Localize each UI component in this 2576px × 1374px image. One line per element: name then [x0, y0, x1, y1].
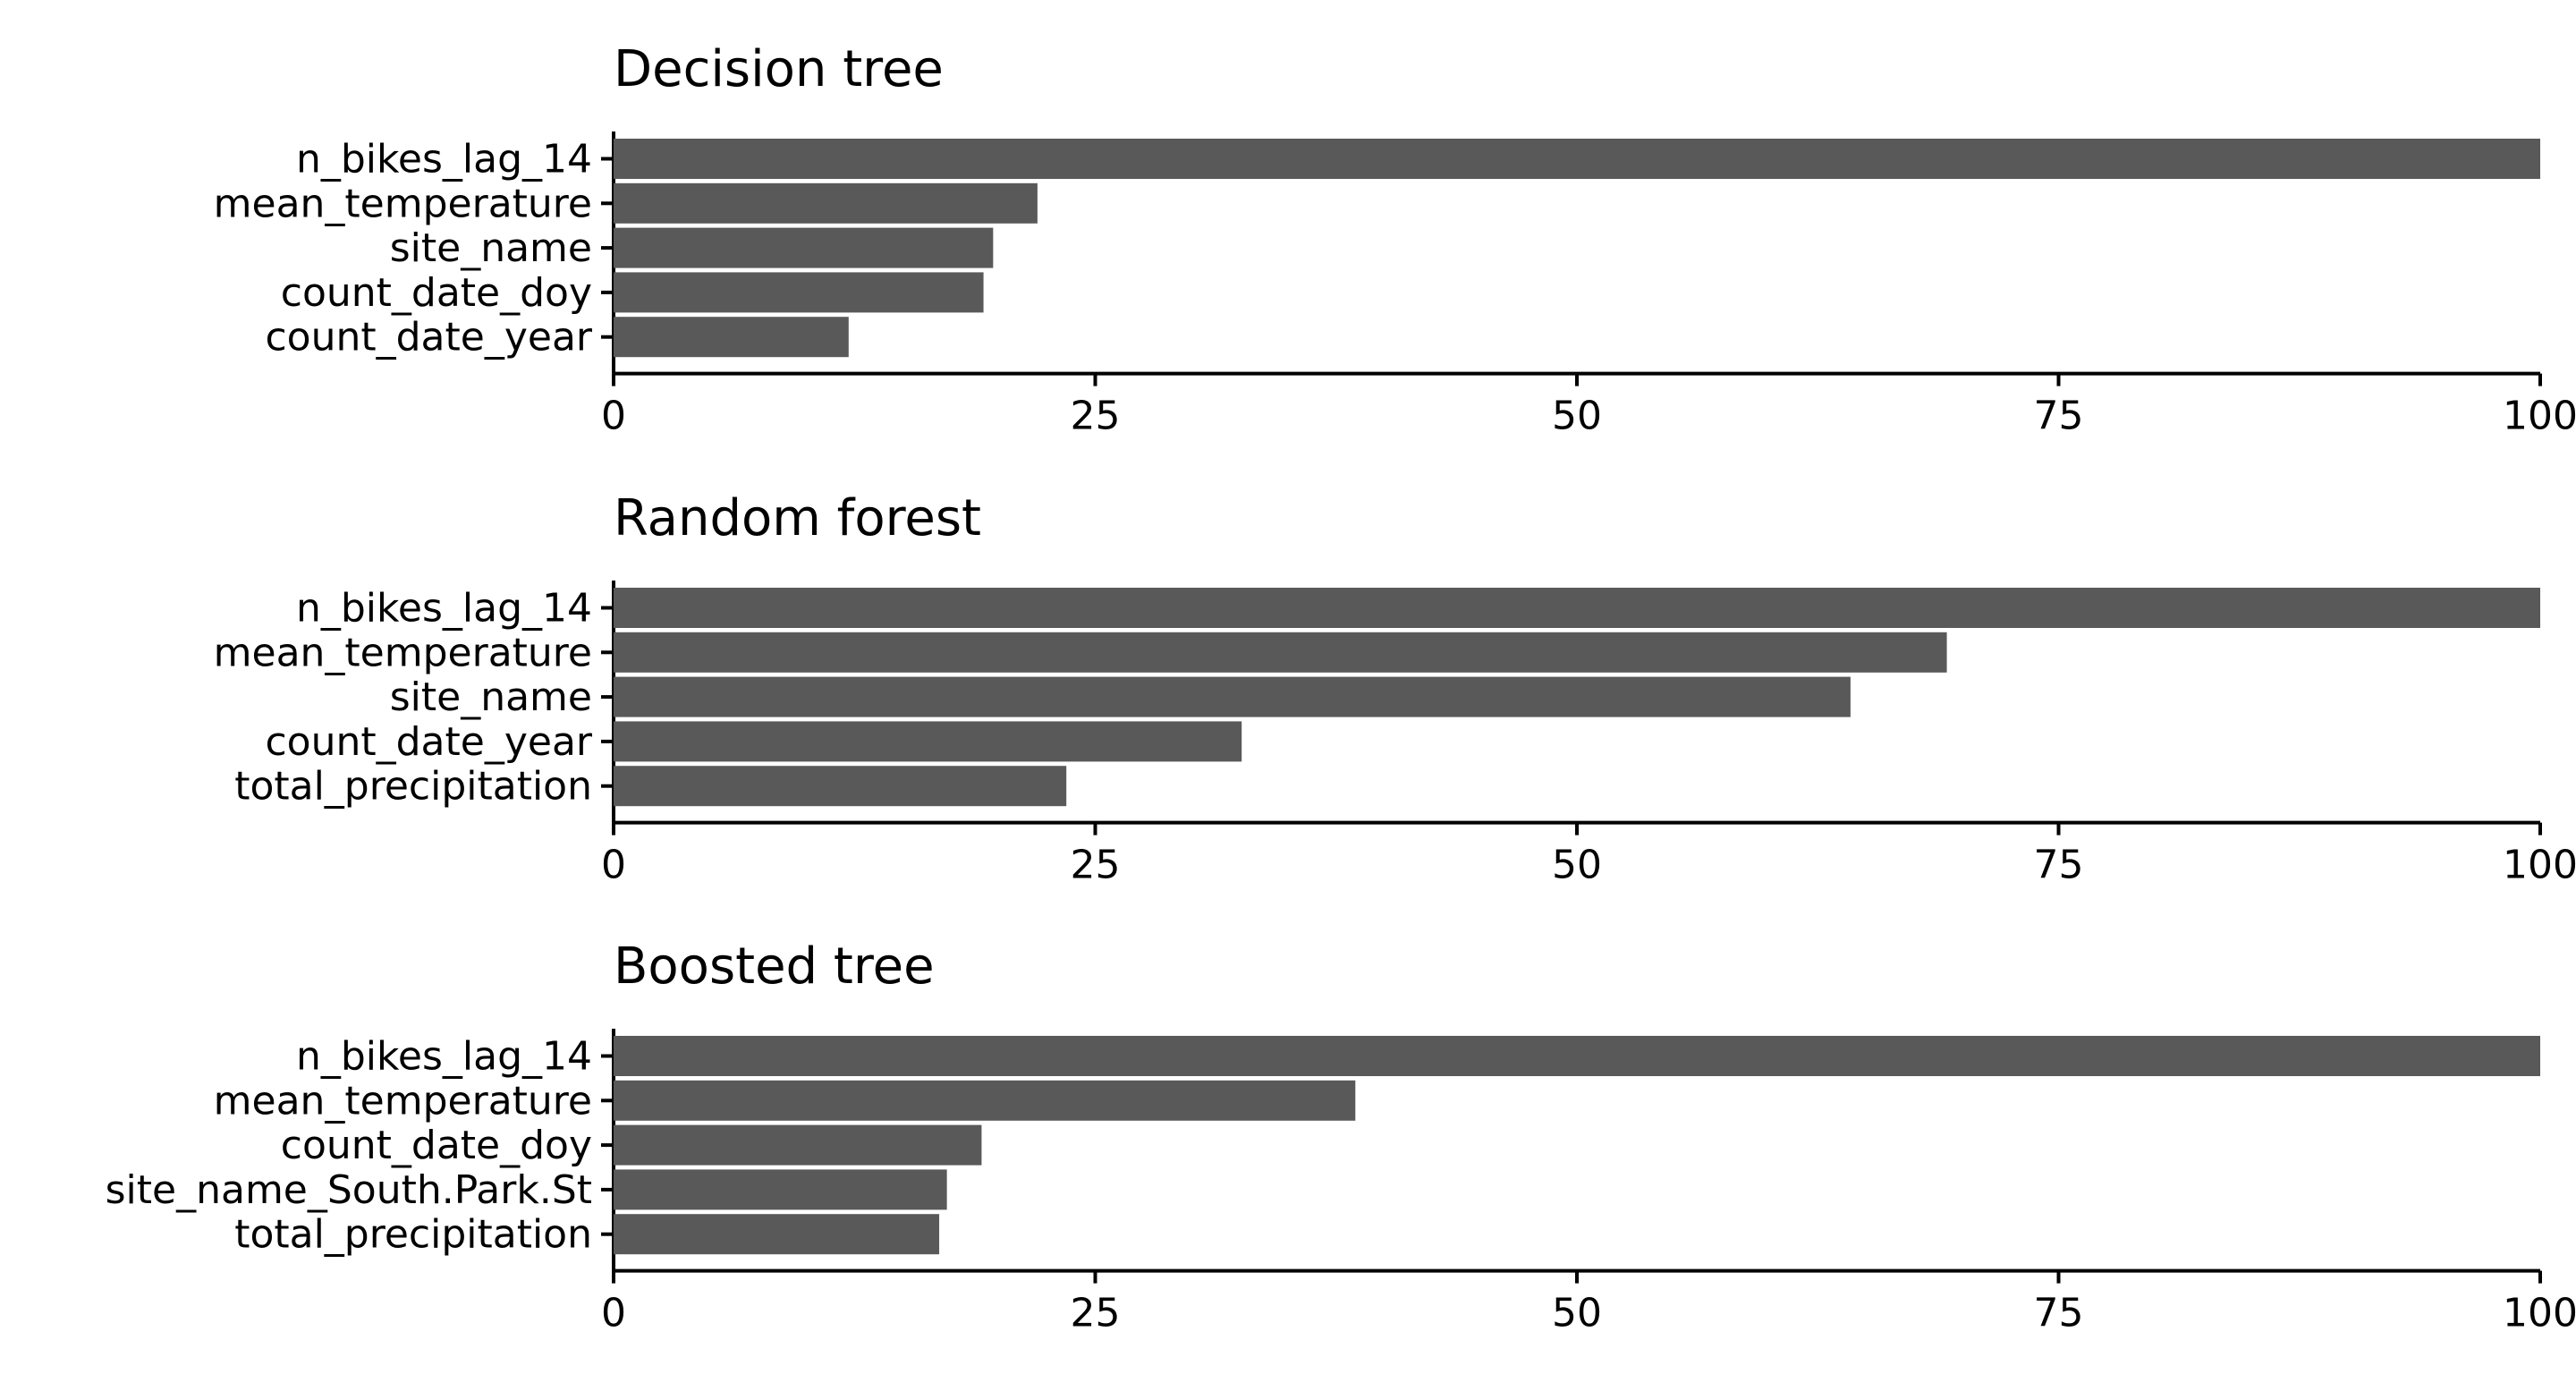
- panel-title: Random forest: [614, 489, 981, 547]
- x-tick-label: 50: [1552, 1291, 1602, 1336]
- category-label: count_date_year: [265, 719, 592, 765]
- category-label: count_date_doy: [281, 270, 592, 316]
- x-tick-label: 0: [601, 843, 626, 888]
- x-tick-label: 75: [2034, 394, 2084, 439]
- panel-3: Boosted tree n_bikes_lag_14mean_temperatu…: [106, 937, 2576, 1336]
- bar-count_date_doy: [614, 1124, 982, 1166]
- category-label: total_precipitation: [234, 764, 592, 810]
- category-label: count_date_year: [265, 315, 592, 360]
- bar-site_name: [614, 227, 994, 268]
- panel-1: Decision tree n_bikes_lag_14mean_temperat…: [214, 40, 2576, 439]
- category-label: mean_temperature: [214, 630, 592, 675]
- category-label: n_bikes_lag_14: [296, 137, 592, 182]
- category-label: site_name: [390, 674, 592, 720]
- bar-count_date_year: [614, 317, 849, 358]
- x-tick-label: 75: [2034, 1291, 2084, 1336]
- x-tick-label: 0: [601, 394, 626, 439]
- bar-site_name: [614, 676, 1851, 717]
- bar-n_bikes_lag_14: [614, 1036, 2540, 1076]
- category-label: site_name_South.Park.St: [106, 1167, 592, 1213]
- x-tick-label: 25: [1071, 1291, 1121, 1336]
- panel-2: Random forest n_bikes_lag_14mean_temperat…: [214, 489, 2576, 888]
- bar-count_date_year: [614, 721, 1242, 762]
- x-tick-label: 75: [2034, 843, 2084, 888]
- x-tick-label: 50: [1552, 394, 1602, 439]
- x-tick-label: 50: [1552, 843, 1602, 888]
- category-label: total_precipitation: [234, 1212, 592, 1258]
- x-tick-label: 100: [2503, 1291, 2576, 1336]
- x-tick-label: 0: [601, 1291, 626, 1336]
- bar-mean_temperature: [614, 1080, 1356, 1121]
- bar-count_date_doy: [614, 272, 984, 313]
- bar-total_precipitation: [614, 1214, 940, 1255]
- bar-mean_temperature: [614, 632, 1947, 673]
- bar-total_precipitation: [614, 766, 1067, 807]
- category-label: n_bikes_lag_14: [296, 1034, 592, 1080]
- x-tick-label: 100: [2503, 843, 2576, 888]
- category-label: site_name: [390, 225, 592, 271]
- bar-n_bikes_lag_14: [614, 139, 2540, 179]
- panel-title: Boosted tree: [614, 937, 935, 996]
- bar-n_bikes_lag_14: [614, 588, 2540, 628]
- category-label: mean_temperature: [214, 181, 592, 226]
- x-tick-label: 100: [2503, 394, 2576, 439]
- x-tick-label: 25: [1071, 843, 1121, 888]
- bar-site_name_South.Park.St: [614, 1169, 947, 1210]
- bar-mean_temperature: [614, 182, 1038, 224]
- category-label: count_date_doy: [281, 1123, 592, 1168]
- category-label: mean_temperature: [214, 1078, 592, 1124]
- x-tick-label: 25: [1071, 394, 1121, 439]
- category-label: n_bikes_lag_14: [296, 586, 592, 632]
- panel-title: Decision tree: [614, 40, 944, 98]
